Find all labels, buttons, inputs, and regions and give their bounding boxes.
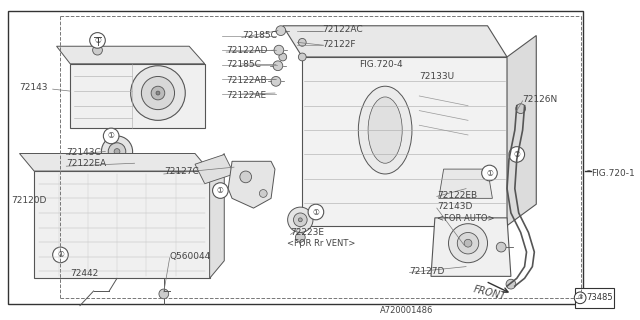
Text: A720001486: A720001486 [380, 306, 434, 315]
Text: ①: ① [312, 207, 319, 217]
Circle shape [159, 289, 169, 299]
Polygon shape [431, 218, 511, 276]
Text: 72122AC: 72122AC [322, 25, 362, 34]
Circle shape [212, 183, 228, 198]
Text: Q560044: Q560044 [170, 252, 211, 261]
Circle shape [298, 38, 306, 46]
Text: 72127D: 72127D [410, 267, 445, 276]
Text: <FOR Rr VENT>: <FOR Rr VENT> [287, 239, 355, 248]
Circle shape [240, 171, 252, 183]
Circle shape [90, 33, 106, 48]
FancyBboxPatch shape [575, 288, 614, 308]
Text: 72122EB: 72122EB [437, 190, 477, 200]
Circle shape [294, 213, 307, 227]
Polygon shape [195, 155, 234, 184]
Polygon shape [34, 171, 210, 278]
Text: 72143D: 72143D [437, 202, 472, 211]
Circle shape [108, 143, 126, 160]
Circle shape [496, 242, 506, 252]
Circle shape [271, 76, 281, 86]
Polygon shape [70, 64, 205, 128]
Text: 72126N: 72126N [523, 95, 558, 104]
Text: FRONT: FRONT [472, 284, 507, 302]
Circle shape [449, 224, 488, 263]
Circle shape [279, 53, 287, 61]
Text: 72127C: 72127C [164, 167, 198, 176]
Circle shape [452, 171, 476, 195]
Circle shape [276, 26, 285, 36]
Circle shape [101, 136, 132, 167]
Circle shape [131, 66, 185, 120]
Circle shape [52, 247, 68, 263]
Text: 73485: 73485 [586, 293, 613, 302]
Text: ①: ① [57, 251, 64, 260]
Ellipse shape [368, 97, 402, 163]
Circle shape [574, 292, 586, 304]
Circle shape [296, 232, 305, 242]
Circle shape [274, 45, 284, 55]
Text: 72185C: 72185C [242, 31, 276, 40]
Polygon shape [56, 46, 205, 64]
Polygon shape [210, 154, 224, 278]
Text: 72122EA: 72122EA [67, 159, 106, 168]
Circle shape [298, 53, 306, 61]
Circle shape [93, 45, 102, 55]
Text: FIG.720-4: FIG.720-4 [359, 60, 403, 69]
Circle shape [516, 104, 525, 114]
Circle shape [482, 165, 497, 181]
Circle shape [464, 239, 472, 247]
Polygon shape [19, 154, 210, 171]
Text: 72122AD: 72122AD [226, 46, 268, 55]
Circle shape [151, 86, 164, 100]
Circle shape [114, 148, 120, 155]
Text: 72122F: 72122F [322, 40, 355, 49]
Circle shape [140, 158, 149, 168]
Polygon shape [507, 36, 536, 226]
Text: 72120D: 72120D [12, 196, 47, 205]
Text: ①: ① [94, 36, 101, 45]
Polygon shape [302, 57, 507, 226]
Text: FIG.720-1: FIG.720-1 [591, 169, 635, 178]
Text: 72133U: 72133U [419, 72, 454, 81]
Text: 72122AE: 72122AE [226, 91, 266, 100]
Circle shape [458, 177, 470, 188]
Text: ①: ① [486, 169, 493, 178]
Circle shape [287, 207, 313, 232]
Circle shape [458, 232, 479, 254]
Circle shape [259, 189, 267, 197]
Circle shape [156, 91, 160, 95]
Circle shape [273, 61, 283, 71]
Circle shape [506, 279, 516, 289]
FancyBboxPatch shape [8, 11, 583, 304]
Circle shape [141, 76, 175, 110]
Text: ①: ① [577, 295, 583, 300]
Text: ①: ① [513, 150, 520, 159]
Text: 72185C: 72185C [226, 60, 261, 69]
Text: <FOR AUTO>: <FOR AUTO> [437, 214, 494, 223]
Polygon shape [439, 169, 492, 198]
Text: ①: ① [108, 132, 115, 140]
Text: 72122AB: 72122AB [226, 76, 267, 85]
Text: ①: ① [217, 186, 224, 195]
Text: 72442: 72442 [70, 268, 99, 277]
Text: 72143: 72143 [19, 83, 48, 92]
Ellipse shape [358, 86, 412, 174]
Circle shape [308, 204, 324, 220]
Polygon shape [228, 161, 275, 208]
Circle shape [298, 218, 302, 222]
Circle shape [509, 147, 525, 162]
Polygon shape [283, 26, 507, 57]
Circle shape [103, 128, 119, 144]
Text: 72223E: 72223E [291, 228, 324, 236]
Text: 72143C: 72143C [67, 148, 101, 157]
